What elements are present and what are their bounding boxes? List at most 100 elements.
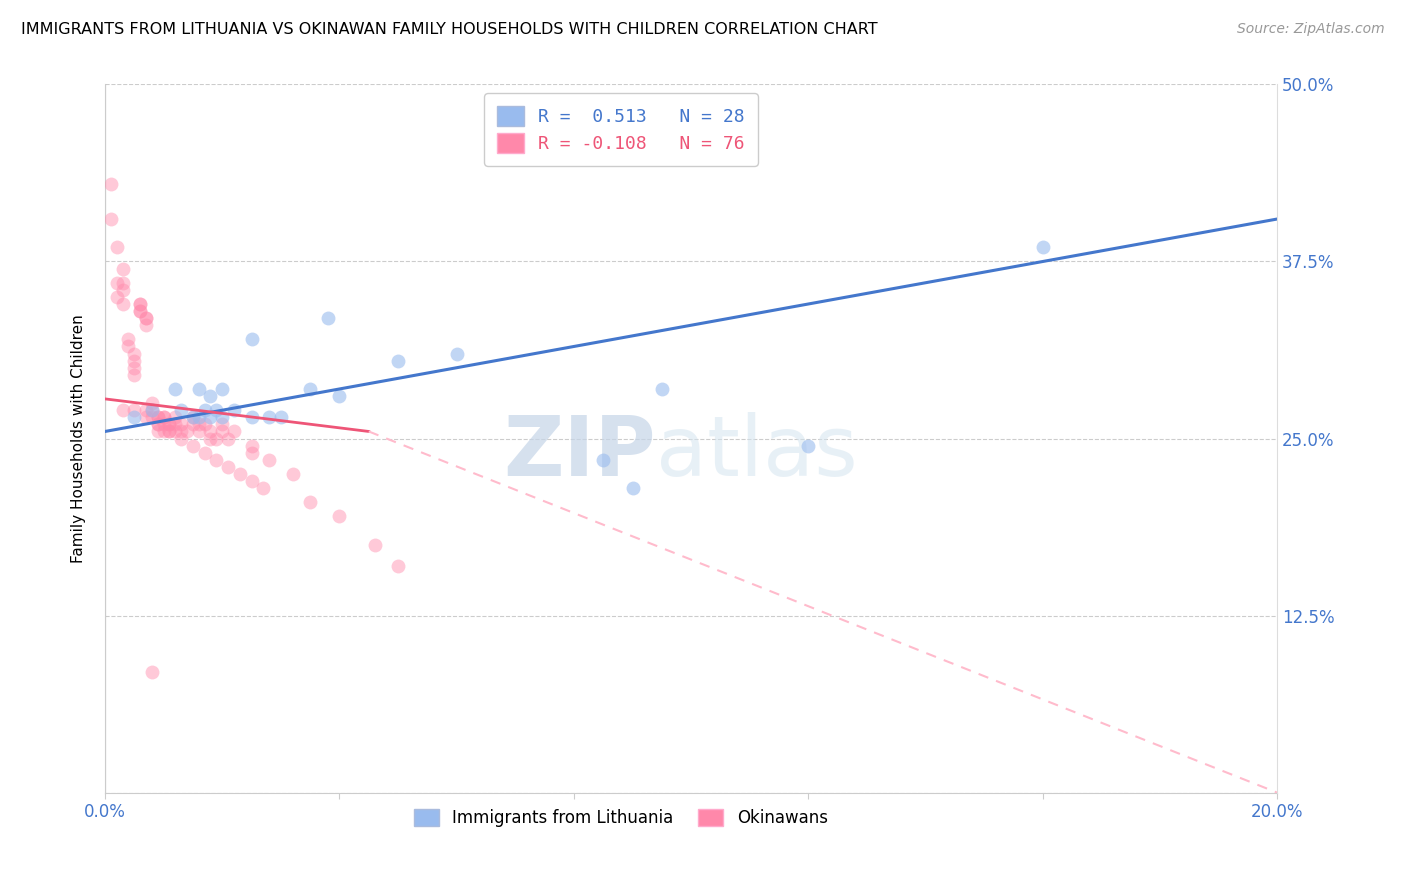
Point bbox=[592, 452, 614, 467]
Point bbox=[170, 425, 193, 439]
Point bbox=[165, 410, 187, 425]
Point bbox=[129, 297, 152, 311]
Point bbox=[141, 665, 163, 680]
Point bbox=[181, 410, 204, 425]
Point bbox=[194, 403, 217, 417]
Point bbox=[217, 459, 239, 474]
Point bbox=[281, 467, 304, 481]
Point bbox=[111, 283, 134, 297]
Point bbox=[187, 382, 209, 396]
Point bbox=[222, 425, 245, 439]
Point bbox=[146, 410, 169, 425]
Point bbox=[446, 346, 468, 360]
Point bbox=[141, 403, 163, 417]
Point bbox=[135, 318, 157, 333]
Point bbox=[187, 425, 209, 439]
Point bbox=[222, 403, 245, 417]
Point bbox=[111, 276, 134, 290]
Point bbox=[105, 240, 128, 254]
Point bbox=[181, 439, 204, 453]
Point bbox=[240, 410, 263, 425]
Point bbox=[117, 339, 139, 353]
Point bbox=[211, 425, 233, 439]
Point bbox=[211, 382, 233, 396]
Point bbox=[165, 382, 187, 396]
Point bbox=[135, 311, 157, 326]
Point bbox=[159, 417, 181, 432]
Point bbox=[200, 425, 222, 439]
Point bbox=[135, 311, 157, 326]
Point bbox=[316, 311, 339, 326]
Point bbox=[117, 332, 139, 346]
Point bbox=[176, 425, 198, 439]
Point bbox=[211, 417, 233, 432]
Point bbox=[194, 446, 217, 460]
Point bbox=[124, 410, 146, 425]
Text: atlas: atlas bbox=[657, 412, 858, 493]
Point bbox=[152, 425, 174, 439]
Point bbox=[252, 481, 274, 495]
Point bbox=[328, 509, 350, 524]
Point bbox=[328, 389, 350, 403]
Point bbox=[111, 261, 134, 276]
Point bbox=[129, 304, 152, 318]
Point bbox=[363, 538, 385, 552]
Point bbox=[187, 417, 209, 432]
Point bbox=[205, 452, 228, 467]
Point bbox=[124, 346, 146, 360]
Point bbox=[146, 417, 169, 432]
Point bbox=[141, 403, 163, 417]
Text: Source: ZipAtlas.com: Source: ZipAtlas.com bbox=[1237, 22, 1385, 37]
Point bbox=[181, 410, 204, 425]
Point bbox=[159, 425, 181, 439]
Point bbox=[270, 410, 292, 425]
Point bbox=[146, 410, 169, 425]
Text: ZIP: ZIP bbox=[503, 412, 657, 493]
Point bbox=[135, 410, 157, 425]
Point bbox=[129, 304, 152, 318]
Point bbox=[152, 417, 174, 432]
Point bbox=[240, 332, 263, 346]
Point bbox=[100, 177, 122, 191]
Point bbox=[240, 439, 263, 453]
Point bbox=[146, 425, 169, 439]
Point bbox=[152, 410, 174, 425]
Point bbox=[159, 425, 181, 439]
Point bbox=[159, 417, 181, 432]
Point bbox=[105, 290, 128, 304]
Point bbox=[797, 439, 820, 453]
Point bbox=[181, 417, 204, 432]
Text: IMMIGRANTS FROM LITHUANIA VS OKINAWAN FAMILY HOUSEHOLDS WITH CHILDREN CORRELATIO: IMMIGRANTS FROM LITHUANIA VS OKINAWAN FA… bbox=[21, 22, 877, 37]
Point bbox=[170, 403, 193, 417]
Point bbox=[129, 297, 152, 311]
Point bbox=[170, 432, 193, 446]
Point bbox=[205, 403, 228, 417]
Point bbox=[111, 297, 134, 311]
Point bbox=[141, 396, 163, 410]
Point bbox=[170, 417, 193, 432]
Point bbox=[100, 212, 122, 227]
Point bbox=[299, 382, 322, 396]
Point bbox=[229, 467, 252, 481]
Point bbox=[124, 360, 146, 375]
Point bbox=[200, 389, 222, 403]
Point bbox=[387, 353, 409, 368]
Point bbox=[1032, 240, 1054, 254]
Point bbox=[651, 382, 673, 396]
Point bbox=[165, 425, 187, 439]
Point bbox=[200, 432, 222, 446]
Point bbox=[194, 417, 217, 432]
Point bbox=[124, 368, 146, 382]
Point bbox=[200, 410, 222, 425]
Point bbox=[152, 410, 174, 425]
Point bbox=[211, 410, 233, 425]
Point bbox=[141, 410, 163, 425]
Point bbox=[299, 495, 322, 509]
Point bbox=[135, 403, 157, 417]
Point bbox=[165, 417, 187, 432]
Point bbox=[105, 276, 128, 290]
Point bbox=[111, 403, 134, 417]
Legend: Immigrants from Lithuania, Okinawans: Immigrants from Lithuania, Okinawans bbox=[408, 803, 834, 834]
Point bbox=[205, 432, 228, 446]
Point bbox=[240, 474, 263, 488]
